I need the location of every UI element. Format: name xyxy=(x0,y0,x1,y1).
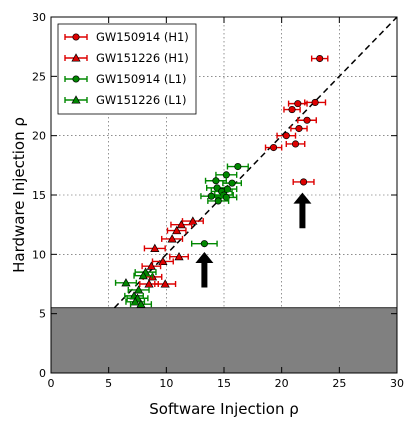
legend-entry-0: GW150914 (H1) xyxy=(64,30,189,44)
legend-marker xyxy=(72,75,80,83)
legend-label: GW151226 (H1) xyxy=(96,51,189,65)
x-axis-label: Software Injection ρ xyxy=(149,400,299,418)
legend-label: GW150914 (L1) xyxy=(96,72,187,86)
dashed-identity-line xyxy=(113,16,398,309)
x-tick-label: 20 xyxy=(275,377,289,390)
data-point xyxy=(130,297,140,306)
legend-marker xyxy=(72,33,80,41)
legend-label: GW150914 (H1) xyxy=(96,30,189,44)
data-point xyxy=(212,177,220,185)
reference-line xyxy=(113,16,398,309)
data-point xyxy=(270,143,278,152)
x-tick-label: 30 xyxy=(390,377,404,390)
legend-marker xyxy=(71,53,81,62)
y-tick-label: 25 xyxy=(32,70,46,83)
data-points xyxy=(114,54,329,308)
data-point xyxy=(167,234,177,243)
data-point xyxy=(176,219,186,229)
data-point xyxy=(188,216,198,225)
data-point xyxy=(282,132,290,140)
data-point xyxy=(174,251,184,261)
threshold-region xyxy=(50,307,398,374)
data-point xyxy=(207,192,215,200)
y-tick-label: 15 xyxy=(32,189,46,202)
data-point xyxy=(172,225,182,235)
arrows xyxy=(195,192,312,288)
arrow xyxy=(293,192,312,229)
data-point xyxy=(160,279,170,288)
x-tick-label: 15 xyxy=(217,377,231,390)
legend-box xyxy=(57,23,197,115)
data-point xyxy=(316,54,324,63)
data-point xyxy=(136,299,146,308)
legend-entry-3: GW151226 (L1) xyxy=(64,93,187,107)
data-point xyxy=(222,171,230,179)
y-tick-label: 0 xyxy=(39,367,46,380)
y-tick-label: 30 xyxy=(32,11,46,24)
series-3 xyxy=(114,267,157,308)
data-point xyxy=(121,278,131,287)
x-tick-label: 10 xyxy=(159,377,173,390)
y-tick-label: 20 xyxy=(32,130,46,143)
threshold-fill xyxy=(50,307,398,374)
data-point xyxy=(300,178,308,186)
data-point xyxy=(288,106,296,114)
data-point xyxy=(234,162,242,171)
data-point xyxy=(311,98,319,106)
y-tick-label: 5 xyxy=(39,308,46,321)
data-point xyxy=(158,256,168,266)
arrow xyxy=(195,251,214,288)
y-tick-label: 10 xyxy=(32,248,46,261)
series-1 xyxy=(139,216,204,288)
legend-entry-2: GW150914 (L1) xyxy=(64,72,187,86)
data-point xyxy=(150,243,160,252)
data-point xyxy=(146,261,156,270)
legend-entry-1: GW151226 (H1) xyxy=(64,51,189,65)
data-point xyxy=(295,124,303,133)
legend-label: GW151226 (L1) xyxy=(96,93,187,107)
data-point xyxy=(214,197,222,205)
data-point xyxy=(138,270,148,280)
legend-marker xyxy=(71,95,81,104)
x-tick-label: 5 xyxy=(105,377,112,390)
data-point xyxy=(291,140,300,148)
legend: GW150914 (H1) GW151226 (H1) GW150914 (L1) G… xyxy=(57,23,197,115)
data-point xyxy=(134,285,144,294)
data-point xyxy=(303,116,311,124)
y-axis-label: Hardware Injection ρ xyxy=(10,117,28,273)
data-point xyxy=(294,100,302,108)
data-point xyxy=(200,240,208,248)
series-0 xyxy=(264,54,329,186)
x-tick-label: 25 xyxy=(332,377,346,390)
series-2 xyxy=(191,162,249,248)
x-tick-label: 0 xyxy=(48,377,55,390)
data-point xyxy=(228,179,236,187)
ticks: 0 5 10 15 20 25 30 0 5 10 15 20 25 30 xyxy=(32,11,404,390)
